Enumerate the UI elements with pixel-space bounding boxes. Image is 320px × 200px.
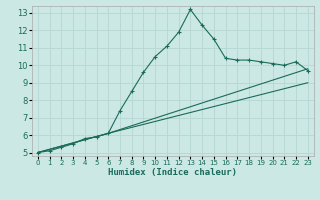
X-axis label: Humidex (Indice chaleur): Humidex (Indice chaleur) [108,168,237,177]
